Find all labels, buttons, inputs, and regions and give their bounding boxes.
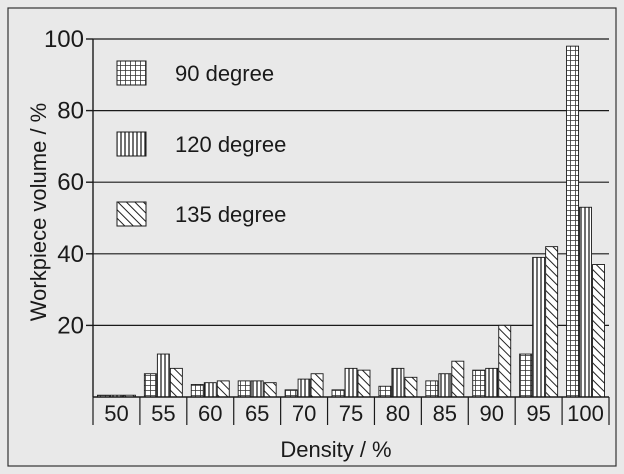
bar [284, 389, 298, 398]
x-tick-label: 95 [526, 401, 550, 426]
legend-entry: 135 degree [116, 201, 286, 227]
bar [425, 380, 439, 398]
y-tick-label: 60 [57, 169, 84, 196]
bar [532, 256, 546, 398]
gridlines [93, 38, 609, 326]
bar [485, 367, 499, 398]
bar [263, 382, 277, 398]
bar [566, 45, 579, 398]
y-tick-label: 40 [57, 241, 84, 268]
y-axis-label: Workpiece volume / % [26, 103, 51, 321]
x-tick-label: 100 [567, 401, 604, 426]
bar [357, 369, 371, 398]
bar [592, 264, 605, 398]
bar [378, 385, 392, 398]
legend-swatch [116, 201, 147, 227]
x-tick-label: 60 [198, 401, 222, 426]
bar [143, 373, 157, 398]
x-tick-label: 55 [151, 401, 175, 426]
legend: 90 degree 120 degree 135 degree [116, 60, 286, 227]
legend-entry: 90 degree [116, 60, 274, 86]
bars [97, 45, 605, 398]
bar [203, 382, 217, 398]
y-tick-label: 20 [57, 312, 84, 339]
y-tick-labels: 20 40 60 80 100 [44, 26, 84, 339]
bar [216, 380, 230, 398]
bar [344, 367, 358, 398]
legend-label: 90 degree [175, 61, 274, 86]
x-tick-label: 70 [292, 401, 316, 426]
y-tick-label: 100 [44, 26, 84, 53]
bar [297, 378, 311, 398]
bar [190, 384, 204, 398]
bar [519, 353, 533, 398]
bar [237, 380, 251, 398]
y-tick-label: 80 [57, 98, 84, 125]
x-tick-label: 85 [433, 401, 457, 426]
x-tick-label: 65 [245, 401, 269, 426]
bar [451, 360, 465, 398]
x-axis-label: Density / % [280, 437, 391, 462]
bar [579, 206, 592, 398]
bar [545, 246, 559, 398]
legend-entry: 120 degree [116, 131, 286, 157]
bar [331, 389, 345, 398]
legend-swatch [116, 131, 147, 157]
bar [156, 353, 170, 398]
bar [169, 367, 183, 398]
bar [404, 376, 418, 398]
bar [391, 367, 405, 398]
bar [472, 369, 486, 398]
bar [498, 324, 512, 398]
legend-label: 120 degree [175, 132, 286, 157]
bar [250, 380, 264, 398]
legend-swatch [116, 60, 147, 86]
legend-label: 135 degree [175, 202, 286, 227]
x-tick-label: 50 [104, 401, 128, 426]
x-tick-label: 75 [339, 401, 363, 426]
x-tick-label: 90 [479, 401, 503, 426]
x-tick-label: 80 [386, 401, 410, 426]
bar [438, 373, 452, 398]
x-tick-labels: 50 55 60 65 70 75 80 85 90 95 100 [104, 401, 604, 426]
bar [310, 373, 324, 398]
figure-frame [7, 7, 617, 467]
axes [86, 38, 610, 425]
